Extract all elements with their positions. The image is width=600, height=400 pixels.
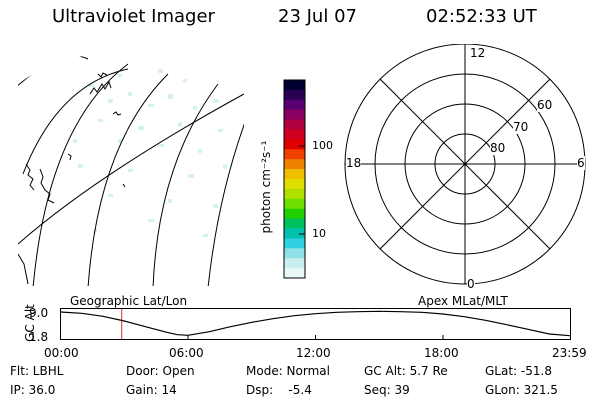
gc-alt-series-line bbox=[60, 310, 571, 337]
colorbar-cell bbox=[284, 129, 305, 140]
colorbar-cell bbox=[284, 89, 305, 101]
colorbar-cell bbox=[284, 80, 305, 91]
mlt-label-12: 12 bbox=[470, 46, 486, 60]
time-label: 02:52:33 UT bbox=[426, 6, 537, 27]
map-image-area bbox=[18, 55, 244, 286]
colorbar-tick-label-100: 100 bbox=[312, 139, 333, 152]
emission-speckle bbox=[73, 69, 227, 237]
colorbar-scale bbox=[284, 80, 305, 279]
colorbar-cell bbox=[284, 169, 305, 180]
timeline-tick-marks bbox=[60, 335, 571, 340]
timeline-x-tick-0: 00:00 bbox=[44, 346, 79, 360]
mlt-label-18: 18 bbox=[346, 156, 362, 170]
timeline-left-title: Geographic Lat/Lon bbox=[70, 294, 188, 308]
colorbar-frame bbox=[283, 79, 306, 279]
coastlines bbox=[18, 72, 126, 285]
colorbar-cell bbox=[284, 198, 305, 210]
colorbar-cell bbox=[284, 99, 305, 111]
timeline-x-tick-2: 12:00 bbox=[296, 346, 331, 360]
colorbar-cell bbox=[284, 258, 305, 269]
colorbar-cell bbox=[284, 238, 305, 249]
info-seq: Seq: 39 bbox=[364, 383, 410, 397]
uv-image-map bbox=[18, 55, 244, 286]
mlat-label-60: 60 bbox=[537, 98, 553, 112]
timeline-y-tick-top: 9.0 bbox=[29, 306, 49, 320]
colorbar-cell bbox=[284, 218, 305, 229]
colorbar-tick-label-10: 10 bbox=[312, 227, 326, 240]
instrument-title: Ultraviolet Imager bbox=[52, 6, 215, 27]
mlt-label-0: 0 bbox=[467, 277, 475, 291]
colorbar bbox=[283, 79, 306, 279]
polar-mlat-mlt-plot bbox=[344, 44, 586, 285]
info-dsp: Dsp: -5.4 bbox=[246, 383, 312, 397]
info-glon: GLon: 321.5 bbox=[485, 383, 558, 397]
colorbar-cell bbox=[284, 179, 305, 190]
info-gain: Gain: 14 bbox=[126, 383, 177, 397]
colorbar-cell bbox=[284, 149, 305, 160]
timeline-x-tick-1: 06:00 bbox=[169, 346, 204, 360]
colorbar-cell bbox=[284, 188, 305, 200]
colorbar-cell bbox=[284, 159, 305, 170]
colorbar-cell bbox=[284, 109, 305, 121]
info-mode: Mode: Normal bbox=[246, 364, 330, 378]
timeline-y-tick-bottom: 1.8 bbox=[29, 330, 49, 344]
info-gc-alt: GC Alt: 5.7 Re bbox=[364, 364, 448, 378]
timeline-right-title: Apex MLat/MLT bbox=[418, 294, 508, 308]
info-door: Door: Open bbox=[126, 364, 195, 378]
altitude-timeline-chart bbox=[60, 308, 571, 340]
colorbar-cell bbox=[284, 228, 305, 239]
timeline-x-tick-3: 18:00 bbox=[424, 346, 459, 360]
colorbar-cell bbox=[284, 248, 305, 259]
mlat-label-70: 70 bbox=[513, 120, 529, 134]
timeline-x-tick-4: 23:59 bbox=[552, 346, 587, 360]
info-ip: IP: 36.0 bbox=[10, 383, 56, 397]
colorbar-unit-label: photon cm⁻²s⁻¹ bbox=[259, 140, 273, 234]
colorbar-cell bbox=[284, 268, 305, 279]
info-glat: GLat: -51.8 bbox=[485, 364, 552, 378]
colorbar-cell bbox=[284, 139, 305, 150]
colorbar-cell bbox=[284, 119, 305, 130]
mlat-label-80: 80 bbox=[490, 141, 506, 155]
date-label: 23 Jul 07 bbox=[278, 6, 357, 27]
info-flt: Flt: LBHL bbox=[10, 364, 64, 378]
map-grid-lines bbox=[18, 55, 244, 286]
polar-diagonal-2 bbox=[379, 78, 551, 250]
mlt-label-6: 6 bbox=[577, 156, 585, 170]
colorbar-cell bbox=[284, 208, 305, 220]
